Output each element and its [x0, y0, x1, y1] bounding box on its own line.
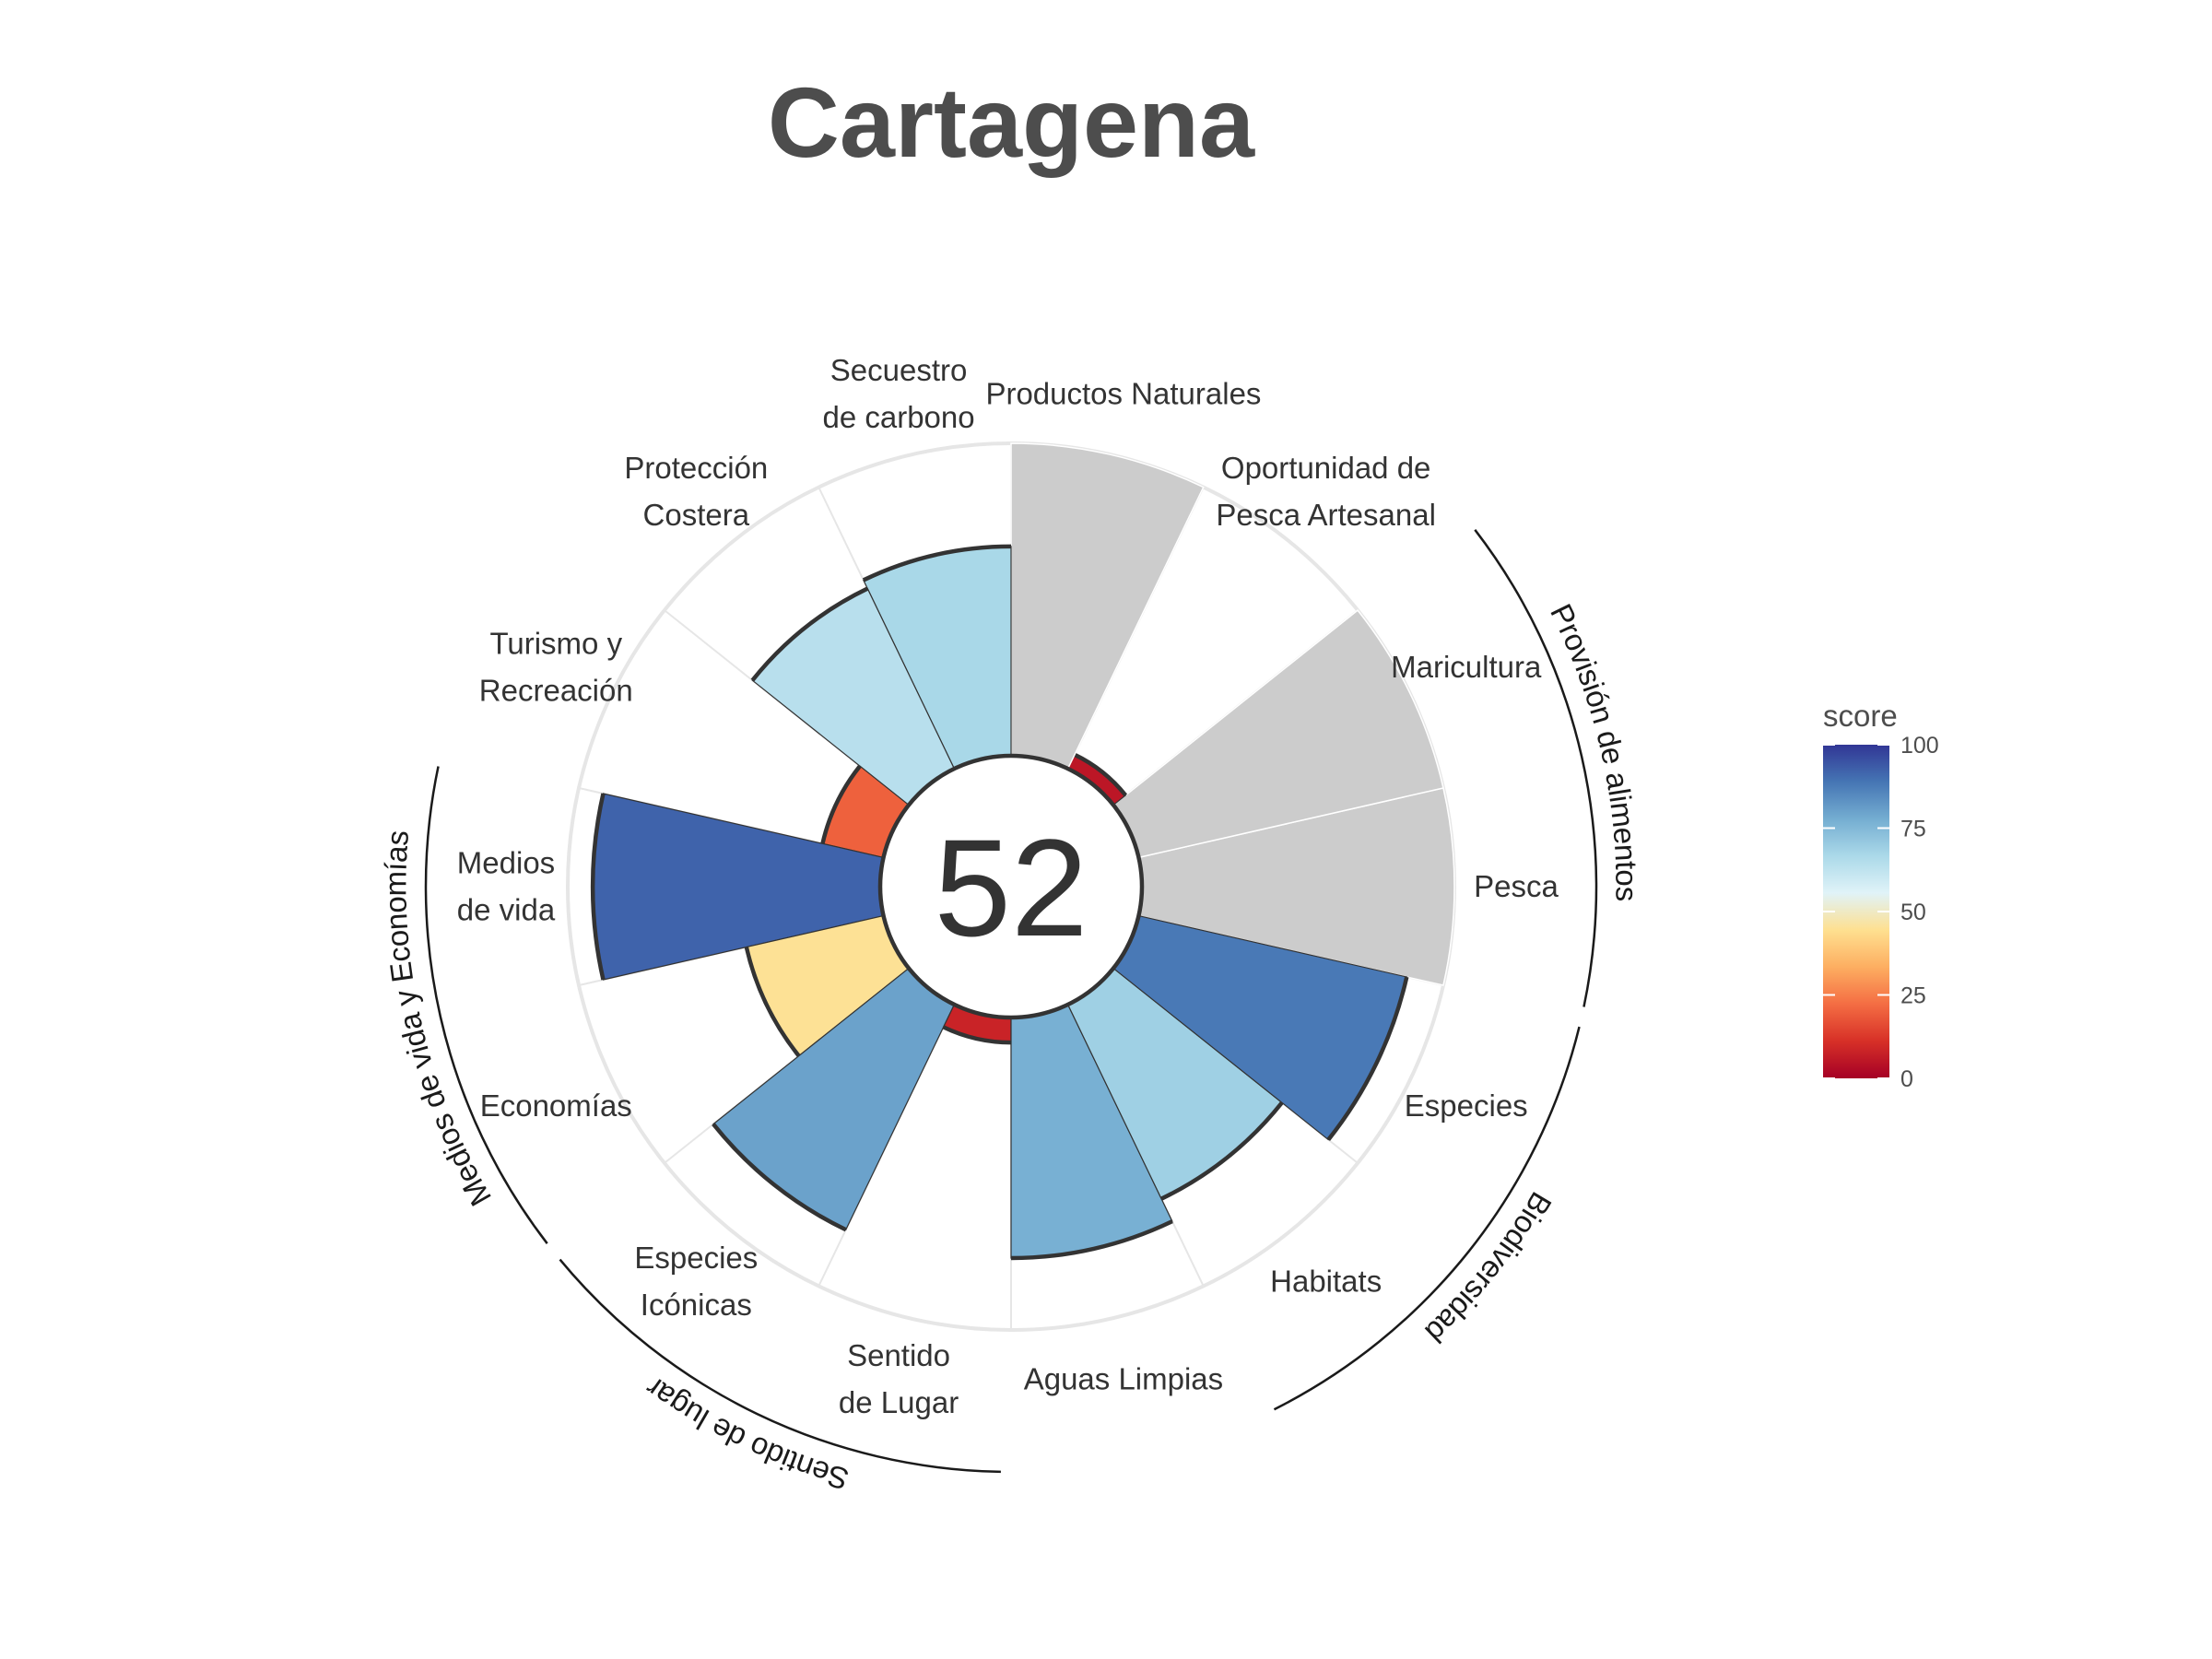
petal-habitats-outline	[1160, 1100, 1284, 1201]
label-maricultura: Maricultura	[1391, 650, 1542, 684]
petal-especies-outline	[1326, 976, 1409, 1141]
label-secuestro-de-carbono: Secuestro de carbono	[822, 353, 974, 434]
label-aguas-limpias: Aguas Limpias	[1024, 1361, 1223, 1395]
legend-tick-label: 25	[1900, 983, 1926, 1009]
legend-tick-label: 0	[1900, 1066, 1913, 1092]
label-especies-iconicas: Especies Icónicas	[634, 1241, 758, 1322]
group-arc-medios-de-vida-y-economias	[424, 766, 548, 1244]
label-habitats: Habitats	[1270, 1264, 1382, 1298]
petal-turismo-y-recreacion-outline	[820, 764, 862, 844]
legend-tick-label: 75	[1900, 817, 1926, 842]
petal-especies-iconicas-outline	[712, 1123, 847, 1232]
group-arc-biodiversidad	[1273, 1026, 1581, 1411]
legend-tick-label: 50	[1900, 900, 1926, 925]
petal-aguas-limpias-outline	[1010, 1219, 1173, 1261]
group-arc-provision-de-alimentos	[1474, 529, 1598, 1007]
petal-medios-de-vida-outline	[590, 793, 606, 981]
petal-economias-outline	[744, 947, 801, 1058]
label-oportunidad-de-pesca-artesanal: Oportunidad de Pesca Artesanal	[1216, 451, 1435, 532]
label-turismo-y-recreacion: Turismo y Recreación	[479, 627, 633, 708]
label-proteccion-costera: Protección Costera	[624, 451, 768, 532]
group-arc-sentido-de-lugar	[559, 1258, 1001, 1474]
petal-secuestro-de-carbono-outline	[862, 544, 1012, 582]
petal-oportunidad-de-pesca-artesanal-outline	[1073, 752, 1128, 797]
petal-proteccion-costera-outline	[750, 586, 869, 682]
label-especies: Especies	[1405, 1088, 1528, 1123]
chart-title: Cartagena	[768, 66, 1255, 178]
label-economias: Economías	[480, 1088, 632, 1123]
label-productos-naturales: Productos Naturales	[985, 377, 1261, 411]
petal-sentido-de-lugar-outline	[942, 1025, 1012, 1045]
legend-tick-label: 100	[1900, 733, 1939, 759]
center-circle	[877, 753, 1145, 1020]
color-legend: score 0 25 50 75 100	[1823, 699, 1939, 1092]
legend-title: score	[1823, 699, 1898, 733]
label-medios-de-vida: Medios de vida	[457, 846, 556, 927]
label-pesca: Pesca	[1474, 869, 1559, 903]
overall-score: 52	[935, 810, 1088, 965]
label-sentido-de-lugar: Sentido de Lugar	[839, 1338, 959, 1419]
